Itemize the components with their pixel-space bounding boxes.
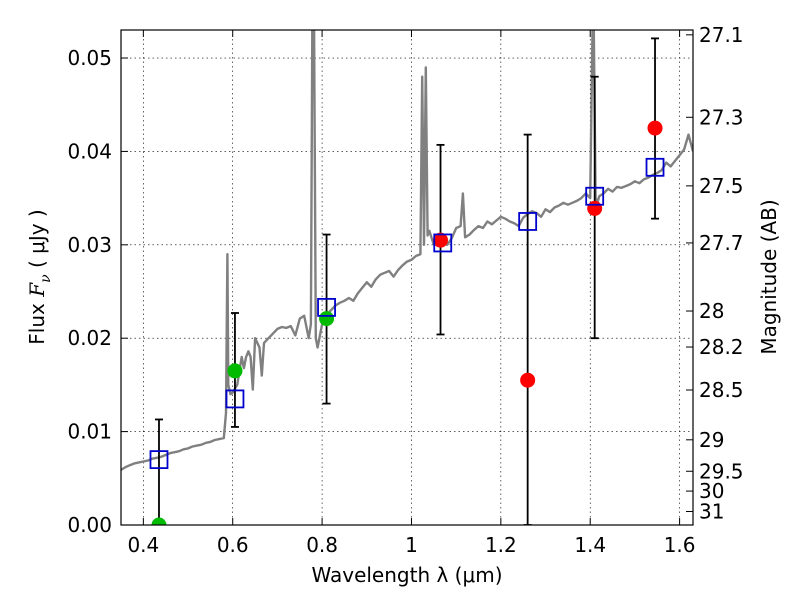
- x-tick-label: 0.6: [217, 533, 249, 557]
- y2-tick-label: 27.1: [699, 23, 744, 47]
- x-tick-label: 1.6: [664, 533, 696, 557]
- observed-point: [151, 517, 167, 525]
- y2-tick-label: 28.5: [699, 378, 744, 402]
- y2-axis-label: Magnitude (AB): [757, 199, 781, 354]
- y2-tick-label: 29: [699, 428, 724, 452]
- y-axis-label-prefix: Flux: [25, 297, 49, 345]
- y2-tick-label: 31: [699, 499, 724, 523]
- model-point: [317, 297, 336, 317]
- y2-tick-label: 27.7: [699, 231, 744, 255]
- template-spectrum-line: [121, 30, 693, 471]
- model-point: [225, 389, 245, 409]
- y-axis-label: Flux Fν ( μJy ): [25, 209, 54, 344]
- y2-tick-label: 28.2: [699, 335, 744, 359]
- x-tick-label: 1.4: [574, 533, 606, 557]
- x-axis-label: Wavelength λ (μm): [311, 563, 502, 587]
- observed-points: [151, 120, 663, 525]
- y-tick-label: 0.04: [67, 139, 112, 163]
- grid-lines: [121, 30, 693, 526]
- spectrum-layer: [121, 30, 693, 471]
- x-tick-label: 0.8: [306, 533, 338, 557]
- model-point: [433, 233, 453, 253]
- observed-point: [433, 232, 449, 248]
- observed-point: [227, 363, 243, 379]
- axis-ticks: [121, 30, 693, 526]
- observed-point: [520, 372, 536, 388]
- plot-frame: [120, 29, 694, 526]
- model-point: [518, 212, 538, 231]
- observed-point: [319, 311, 335, 327]
- y2-tick-label: 29.5: [699, 459, 744, 483]
- x-tick-label: 1.2: [485, 533, 517, 557]
- y-axis-label-symbol: F: [25, 282, 49, 298]
- y-tick-label: 0.02: [67, 326, 112, 350]
- y-tick-label: 0.05: [67, 46, 112, 70]
- y2-tick-label: 27.3: [699, 105, 744, 129]
- tick-labels: 0.4 0.6 0.8 1 1.2 1.4 1.6 0.00 0.01 0.02 0.03 0.04 0…: [67, 23, 743, 557]
- y-axis-label-suffix: ( μJy ): [25, 209, 49, 274]
- model-points: [149, 157, 665, 470]
- observed-point: [587, 200, 603, 216]
- y-axis-label-subscript: ν: [38, 274, 54, 283]
- y2-tick-label: 28: [699, 299, 724, 323]
- x-tick-label: 1: [405, 533, 418, 557]
- y-tick-label: 0.00: [67, 513, 112, 537]
- y2-tick-label: 27.5: [699, 174, 744, 198]
- x-tick-label: 0.4: [127, 533, 159, 557]
- model-point: [149, 450, 169, 470]
- model-point: [585, 186, 605, 206]
- y-tick-label: 0.01: [67, 420, 112, 444]
- model-point: [645, 157, 665, 177]
- y2-tick-label: 30: [699, 479, 724, 503]
- observed-point: [647, 120, 663, 136]
- y-tick-label: 0.03: [67, 233, 112, 257]
- errorbar-layer: [154, 37, 660, 525]
